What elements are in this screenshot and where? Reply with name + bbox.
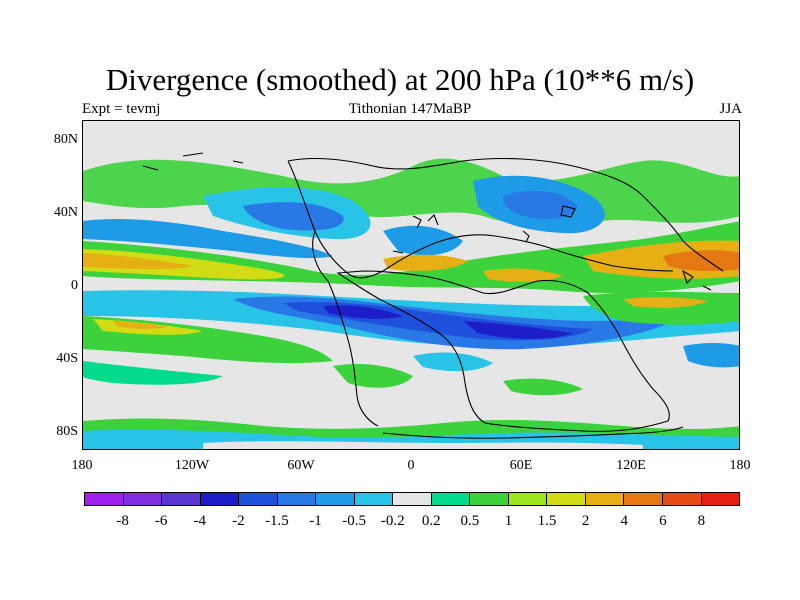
- field-south-green-3: [503, 378, 583, 396]
- field-southblue-4: [463, 321, 573, 339]
- field-asia-blue-dark: [502, 190, 578, 219]
- coastlines: [142, 152, 724, 439]
- colorbar-box: [431, 493, 471, 505]
- colorbar-box: [200, 493, 240, 505]
- field-se-orange: [623, 297, 708, 308]
- colorbar-label: 8: [697, 513, 706, 529]
- colorbar-box: [162, 493, 201, 505]
- colorbar-box: [393, 493, 432, 505]
- field-ntropics-orange-c: [383, 254, 468, 271]
- field-polar-grey: [203, 441, 643, 449]
- lon-label-180e: 180: [729, 458, 751, 473]
- lon-label-180w: 180: [71, 458, 93, 473]
- colorbar-label: -1.5: [265, 513, 289, 529]
- field-ntropics-orange-mid: [483, 268, 563, 282]
- colorbar-label: -0.2: [380, 513, 405, 529]
- lon-label-120e: 120E: [616, 458, 646, 473]
- field-southblue-3: [323, 305, 403, 319]
- colorbar-box: [624, 493, 663, 505]
- colorbar-label: 0.2: [421, 513, 441, 529]
- colorbar-label: 1: [504, 513, 513, 529]
- colorbar-box: [123, 493, 163, 505]
- colorbar-label: 2: [581, 513, 590, 529]
- lon-label-60e: 60E: [509, 458, 533, 473]
- field-south-blue-ne: [683, 343, 739, 368]
- colorbar-label: -0.5: [342, 513, 366, 529]
- coast-laurasia: [287, 157, 724, 279]
- colorbar-label: 0.5: [460, 513, 480, 529]
- lon-label-60w: 60W: [287, 458, 315, 473]
- colorbar-box: [85, 493, 124, 505]
- divergence-map: [82, 120, 740, 450]
- colorbar-label: 1.5: [537, 513, 557, 529]
- colorbar-box: [585, 493, 625, 505]
- lat-label-80n: 80N: [53, 132, 78, 147]
- chart-title: Divergence (smoothed) at 200 hPa (10**6 …: [105, 62, 695, 97]
- field-ntropics-yellow: [83, 249, 285, 280]
- coast-islands: [142, 152, 712, 291]
- colorbar-label: -8: [116, 513, 129, 529]
- colorbar-label: -2: [232, 513, 245, 529]
- map-canvas: [83, 121, 739, 449]
- colorbar-label: 4: [620, 513, 628, 529]
- lat-label-0: 0: [71, 278, 78, 293]
- colorbar-label: -6: [154, 513, 168, 529]
- colorbar-box: [277, 493, 317, 505]
- lon-label-0: 0: [407, 458, 415, 473]
- field-ntropics-orange-w: [83, 253, 193, 270]
- colorbar-label: -1: [309, 513, 322, 529]
- colorbar-box: [316, 493, 355, 505]
- colorbar-box: [701, 493, 740, 505]
- field-ntropics-red-e: [663, 250, 739, 272]
- field-north-blue-1: [243, 202, 344, 231]
- field-europe-blue: [383, 225, 463, 256]
- colorbar-box: [662, 493, 702, 505]
- period-label: Tithonian 147MaBP: [348, 101, 472, 117]
- colorbar-box: [508, 493, 548, 505]
- colorbar-box: [470, 493, 509, 505]
- lon-label-120w: 120W: [174, 458, 210, 473]
- colorbar: [84, 492, 740, 506]
- colorbar-label: 6: [659, 513, 667, 529]
- colorbar-box: [354, 493, 394, 505]
- colorbar-box: [239, 493, 278, 505]
- colorbar-label: -4: [193, 513, 207, 529]
- coast-gondwana: [336, 270, 670, 432]
- colorbar-box: [547, 493, 586, 505]
- experiment-label: Expt = tevmj: [82, 101, 161, 117]
- field-south-green-2: [83, 361, 223, 385]
- lat-label-40n: 40N: [53, 205, 78, 220]
- field-pacific-blue: [83, 219, 333, 259]
- coast-americas: [312, 230, 379, 427]
- lat-label-80s: 80S: [56, 424, 78, 439]
- lat-label-40s: 40S: [56, 351, 78, 366]
- field-stropics-orange: [113, 321, 168, 329]
- field-south-green-1: [333, 364, 413, 388]
- field-south-cyan: [413, 352, 493, 372]
- coast-antarctica: [382, 426, 684, 439]
- season-label: JJA: [719, 101, 742, 117]
